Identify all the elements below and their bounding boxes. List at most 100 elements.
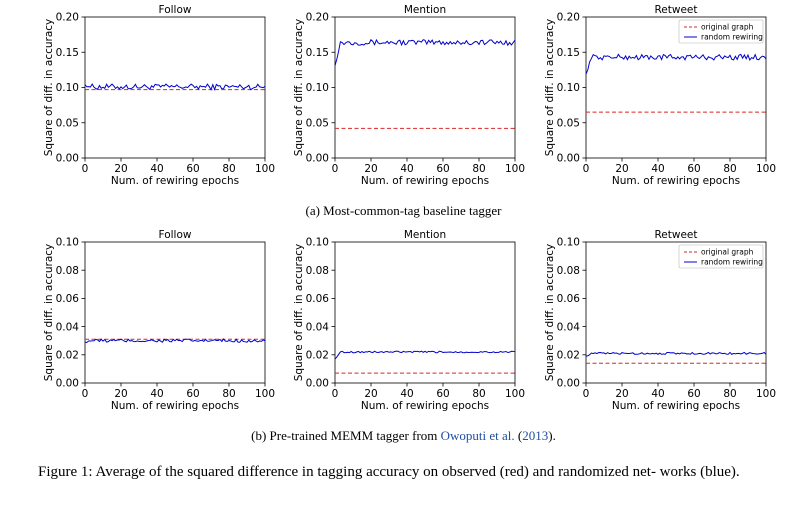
x-tick-label: 100: [505, 388, 525, 400]
x-tick-label: 80: [222, 163, 235, 175]
y-tick-label: 0.10: [56, 237, 79, 249]
y-tick-label: 0.00: [56, 153, 79, 165]
y-tick-label: 0.05: [557, 117, 580, 129]
y-tick-label: 0.06: [56, 293, 80, 305]
y-tick-label: 0.06: [557, 293, 581, 305]
caption-a: (a) Most-common-tag baseline tagger: [305, 203, 502, 218]
y-tick-label: 0.10: [557, 237, 580, 249]
panel-title: Follow: [159, 4, 192, 16]
x-tick-label: 40: [400, 388, 413, 400]
x-tick-label: 40: [400, 163, 413, 175]
y-tick-label: 0.00: [306, 378, 329, 390]
x-tick-label: 60: [186, 388, 199, 400]
x-axis-label: Num. of rewiring epochs: [361, 175, 489, 187]
series-random-rewiring: [334, 38, 516, 66]
y-axis-label: Square of diff. in accuracy: [293, 19, 305, 157]
x-tick-label: 80: [723, 388, 736, 400]
x-tick-label: 20: [615, 163, 628, 175]
x-tick-label: 20: [364, 163, 377, 175]
y-tick-label: 0.20: [56, 12, 79, 24]
y-axis-label: Square of diff. in accuracy: [293, 244, 305, 382]
x-tick-label: 0: [583, 388, 590, 400]
x-tick-label: 80: [723, 163, 736, 175]
y-tick-label: 0.08: [306, 265, 329, 277]
x-tick-label: 20: [114, 388, 127, 400]
y-tick-label: 0.10: [557, 82, 580, 94]
x-tick-label: 60: [687, 388, 700, 400]
legend-label-original: original graph: [701, 23, 754, 32]
panel-title: Retweet: [654, 4, 697, 16]
y-tick-label: 0.02: [306, 350, 329, 362]
x-tick-label: 40: [150, 163, 163, 175]
x-axis-label: Num. of rewiring epochs: [361, 400, 489, 412]
x-tick-label: 0: [332, 163, 339, 175]
x-tick-label: 80: [222, 388, 235, 400]
x-tick-label: 60: [436, 163, 449, 175]
series-random-rewiring: [585, 351, 767, 357]
citation-link[interactable]: Owoputi et al.: [440, 428, 515, 443]
y-tick-label: 0.15: [557, 47, 580, 59]
caption-b: (b) Pre-trained MEMM tagger from Owoputi…: [251, 428, 556, 443]
panel-title: Retweet: [654, 229, 697, 241]
y-tick-label: 0.02: [56, 350, 79, 362]
panel-title: Mention: [404, 4, 446, 16]
x-tick-label: 60: [436, 388, 449, 400]
y-tick-label: 0.05: [56, 117, 79, 129]
y-tick-label: 0.04: [306, 321, 330, 333]
x-tick-label: 60: [186, 163, 199, 175]
x-axis-label: Num. of rewiring epochs: [612, 400, 740, 412]
x-tick-label: 100: [756, 163, 776, 175]
y-tick-label: 0.00: [306, 153, 329, 165]
plot-frame: [84, 241, 266, 384]
x-tick-label: 80: [472, 388, 485, 400]
y-tick-label: 0.00: [56, 378, 79, 390]
x-tick-label: 100: [756, 388, 776, 400]
y-tick-label: 0.10: [306, 237, 329, 249]
y-tick-label: 0.08: [557, 265, 580, 277]
y-axis-label: Square of diff. in accuracy: [43, 19, 55, 157]
series-random-rewiring: [585, 53, 767, 75]
series-random-rewiring: [334, 350, 516, 360]
x-tick-label: 60: [687, 163, 700, 175]
y-tick-label: 0.20: [306, 12, 329, 24]
panel-title: Follow: [159, 229, 192, 241]
y-tick-label: 0.00: [557, 378, 580, 390]
citation-year-link[interactable]: 2013: [522, 428, 549, 443]
caption-b-end: .: [552, 428, 556, 443]
y-tick-label: 0.00: [557, 153, 580, 165]
x-tick-label: 100: [255, 388, 275, 400]
x-tick-label: 0: [82, 388, 89, 400]
plot-frame: [585, 241, 767, 384]
legend-box: [678, 244, 764, 269]
x-tick-label: 40: [150, 388, 163, 400]
y-tick-label: 0.02: [557, 350, 580, 362]
x-tick-label: 40: [651, 388, 664, 400]
x-tick-label: 100: [505, 163, 525, 175]
x-tick-label: 20: [615, 388, 628, 400]
legend-label-random: random rewiring: [701, 33, 763, 42]
x-axis-label: Num. of rewiring epochs: [111, 400, 239, 412]
figure-caption: Figure 1: Average of the squared differe…: [38, 464, 740, 480]
y-tick-label: 0.10: [306, 82, 329, 94]
y-tick-label: 0.04: [557, 321, 581, 333]
y-tick-label: 0.10: [56, 82, 79, 94]
x-axis-label: Num. of rewiring epochs: [111, 175, 239, 187]
y-tick-label: 0.06: [306, 293, 330, 305]
y-axis-label: Square of diff. in accuracy: [43, 244, 55, 382]
x-tick-label: 0: [332, 388, 339, 400]
y-axis-label: Square of diff. in accuracy: [544, 244, 556, 382]
legend-label-random: random rewiring: [701, 258, 763, 267]
legend-box: [678, 19, 764, 44]
plot-frame: [334, 241, 516, 384]
x-tick-label: 40: [651, 163, 664, 175]
y-tick-label: 0.20: [557, 12, 580, 24]
x-tick-label: 20: [114, 163, 127, 175]
x-tick-label: 100: [255, 163, 275, 175]
panel-title: Mention: [404, 229, 446, 241]
x-axis-label: Num. of rewiring epochs: [612, 175, 740, 187]
